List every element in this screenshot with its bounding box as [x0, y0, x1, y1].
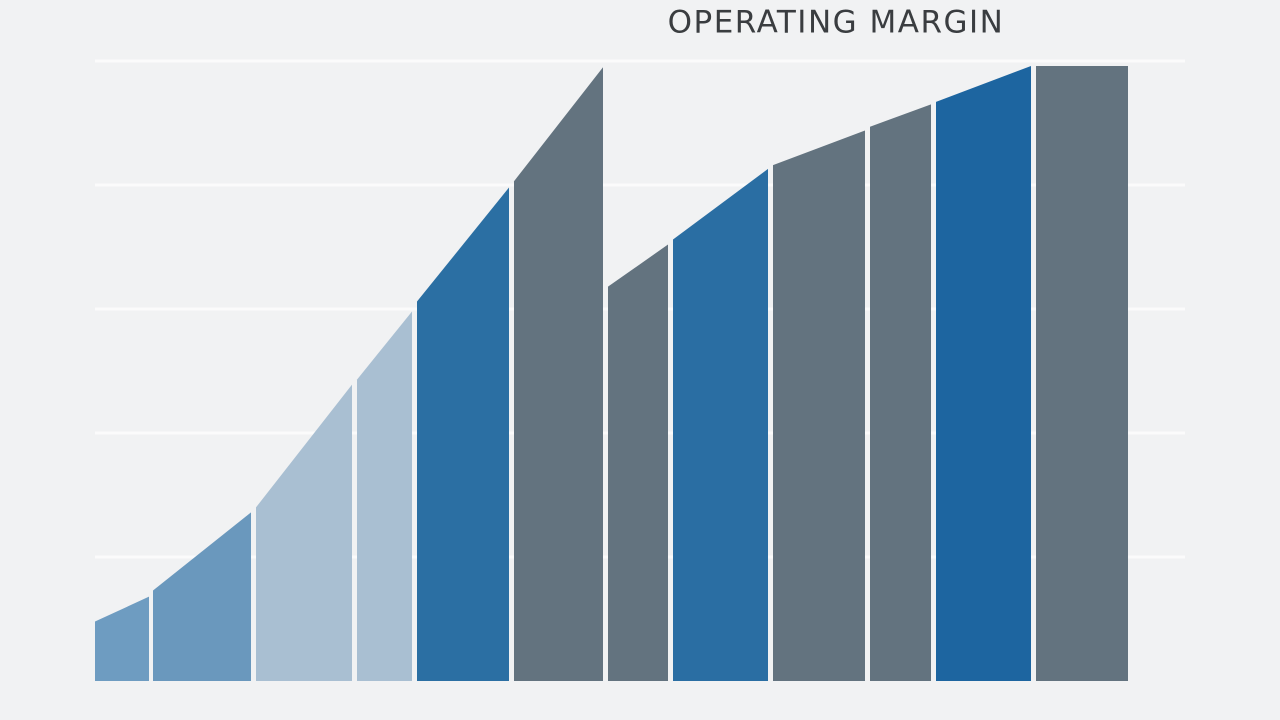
segment — [936, 65, 1031, 681]
segment — [608, 244, 668, 681]
segment — [870, 104, 931, 681]
segment — [256, 384, 352, 681]
chart-title: OPERATING MARGIN — [668, 5, 1005, 41]
segment — [153, 512, 251, 681]
segment — [773, 130, 865, 681]
segment — [417, 187, 509, 682]
segment — [673, 168, 768, 681]
segment — [1036, 65, 1128, 681]
segment — [514, 67, 603, 681]
segment — [95, 596, 149, 681]
segment — [357, 311, 412, 681]
